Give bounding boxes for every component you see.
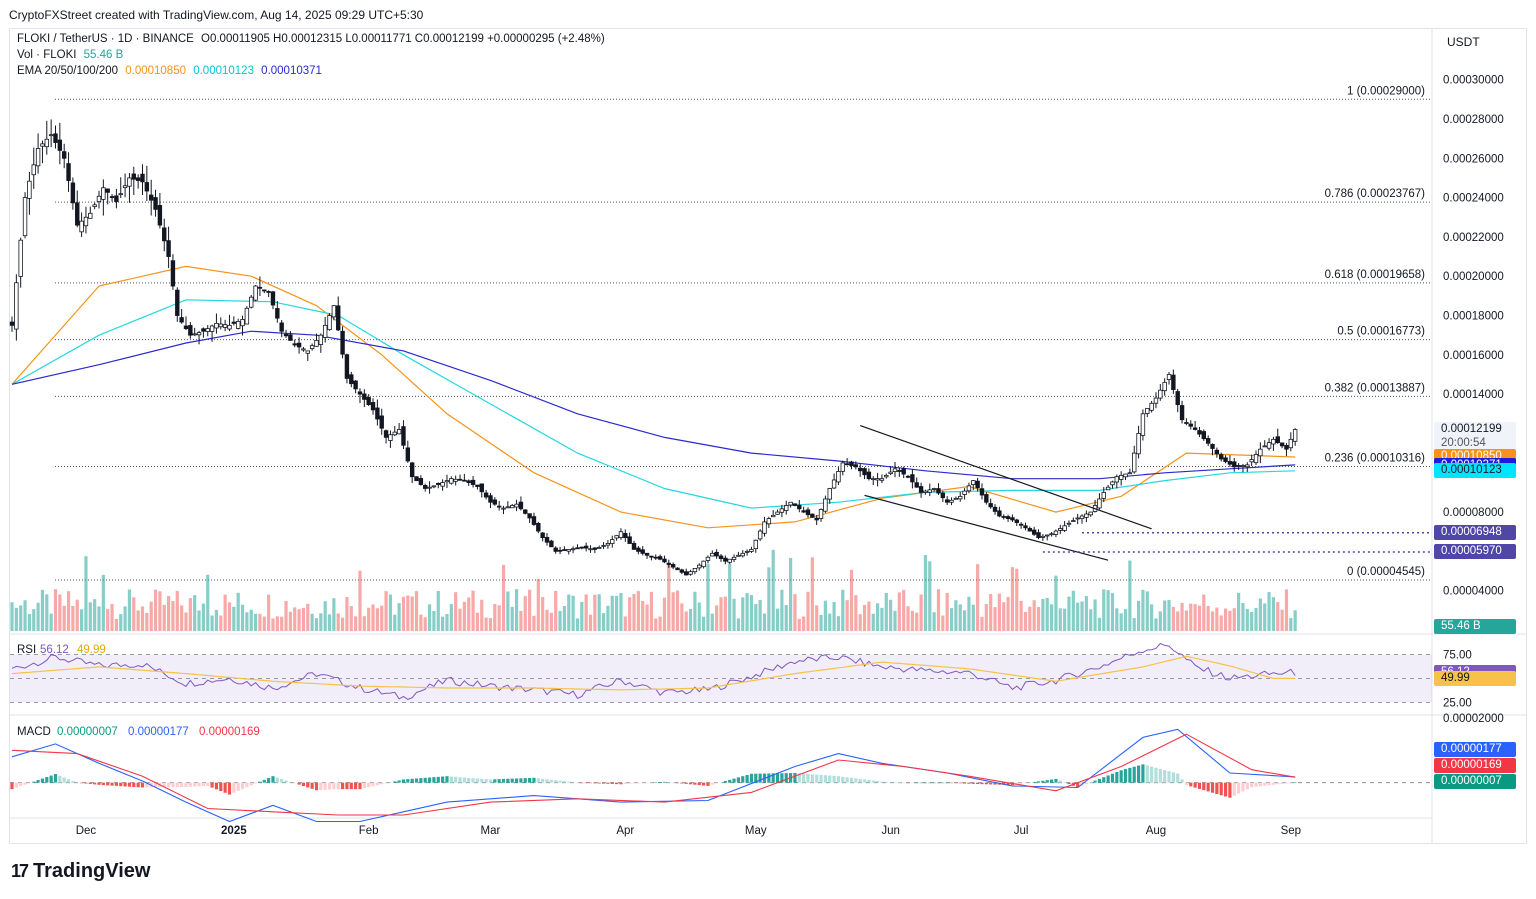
price-tag: 0.00005970 xyxy=(1434,544,1516,560)
currency-label[interactable]: USDT xyxy=(1447,35,1480,49)
chart-frame xyxy=(9,28,1527,844)
symbol-title: FLOKI / TetherUS · 1D · BINANCE xyxy=(17,33,194,45)
macd-tag: 0.00000177 xyxy=(1434,741,1516,757)
volume-label: Vol · FLOKI xyxy=(17,49,77,61)
ema-legend[interactable]: EMA 20/50/100/200 0.00010850 0.00010123 … xyxy=(17,65,326,77)
volume-tag: 55.46 B xyxy=(1434,618,1516,634)
tradingview-brand: TradingView xyxy=(33,860,151,882)
ema-label: EMA 20/50/100/200 xyxy=(17,65,119,77)
symbol-legend[interactable]: FLOKI / TetherUS · 1D · BINANCE O0.00011… xyxy=(17,33,609,45)
volume-legend[interactable]: Vol · FLOKI 55.46 B xyxy=(17,49,127,61)
countdown-label: 20:00:54 xyxy=(1441,437,1486,450)
ema-100-value: 0.00010123 xyxy=(193,65,254,77)
tradingview-logo-icon: 17 xyxy=(11,861,29,881)
ema-200-value: 0.00010371 xyxy=(261,65,322,77)
price-tag: 0.00010123 xyxy=(1434,462,1516,478)
ema-50-value: 0.00010850 xyxy=(125,65,186,77)
tradingview-logo[interactable]: 17 TradingView xyxy=(11,860,150,883)
volume-value: 55.46 B xyxy=(83,49,124,61)
ohlc-values: O0.00011905 H0.00012315 L0.00011771 C0.0… xyxy=(201,33,605,45)
last-price-tag: 0.00012199 20:00:54 xyxy=(1434,422,1516,451)
macd-tag: 0.00000169 xyxy=(1434,757,1516,773)
chart-credit: CryptoFXStreet created with TradingView.… xyxy=(9,8,424,22)
macd-tag: 0.00000007 xyxy=(1434,773,1516,789)
rsi-tag: 49.99 xyxy=(1434,670,1516,686)
price-tag: 0.00006948 xyxy=(1434,525,1516,541)
